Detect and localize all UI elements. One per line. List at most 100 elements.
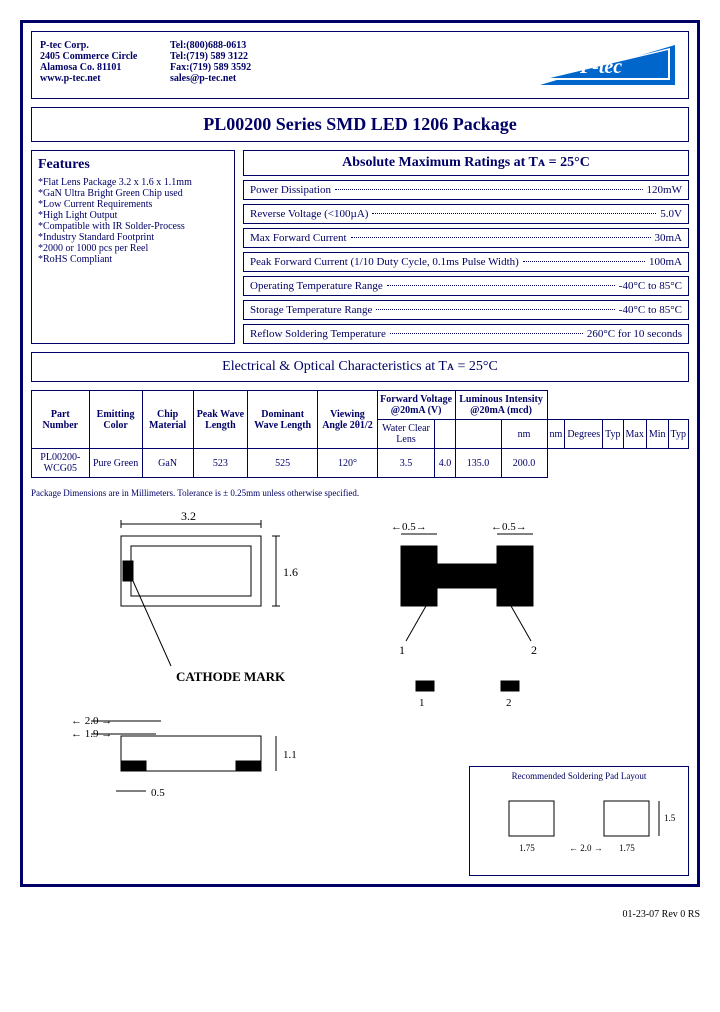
- rating-value: -40°C to 85°C: [619, 304, 682, 316]
- table-header-row: Part Number Emitting Color Chip Material…: [32, 391, 689, 420]
- dim-h: 1.6: [283, 565, 298, 579]
- col-part: Part Number: [32, 391, 90, 449]
- company-name: P-tec Corp.: [40, 40, 170, 51]
- rating-value: 30mA: [655, 232, 683, 244]
- mid-section: Features *Flat Lens Package 3.2 x 1.6 x …: [31, 150, 689, 344]
- cell: GaN: [142, 449, 193, 478]
- cell: Pure Green: [89, 449, 142, 478]
- address-line1: 2405 Commerce Circle: [40, 51, 170, 62]
- pin2: 2: [531, 643, 537, 657]
- feature-item: *RoHS Compliant: [38, 254, 228, 265]
- rating-label: Storage Temperature Range: [250, 304, 372, 316]
- cell: Typ: [603, 420, 623, 449]
- tel2: Tel:(719) 589 3122: [170, 51, 310, 62]
- rating-row: Reflow Soldering Temperature 260°C for 10…: [243, 324, 689, 344]
- dot-leader: [372, 213, 656, 214]
- cell: 523: [193, 449, 247, 478]
- dot-leader: [351, 237, 651, 238]
- page-title: PL00200 Series SMD LED 1206 Package: [31, 107, 689, 142]
- dot-leader: [387, 285, 615, 286]
- logo: P-tec: [520, 40, 680, 90]
- col-dom: Dominant Wave Length: [248, 391, 318, 449]
- cell: 200.0: [501, 449, 547, 478]
- dim-botd: 1.1: [283, 749, 297, 761]
- cell: nm: [501, 420, 547, 449]
- rating-label: Max Forward Current: [250, 232, 347, 244]
- solder-title: Recommended Soldering Pad Layout: [474, 771, 684, 781]
- cell: 120°: [318, 449, 377, 478]
- ratings-heading: Absolute Maximum Ratings at Tᴀ = 25°C: [243, 150, 689, 176]
- datasheet-page: P-tec Corp. 2405 Commerce Circle Alamosa…: [20, 20, 700, 887]
- rating-row: Power Dissipation120mW: [243, 180, 689, 200]
- feature-item: *Compatible with IR Solder-Process: [38, 221, 228, 232]
- email: sales@p-tec.net: [170, 73, 310, 84]
- pin1b: 1: [419, 697, 425, 709]
- svg-text:P-tec: P-tec: [579, 56, 622, 78]
- dot-leader: [376, 309, 614, 310]
- col-chip: Chip Material: [142, 391, 193, 449]
- cell: nm: [547, 420, 565, 449]
- contact-info: Tel:(800)688-0613 Tel:(719) 589 3122 Fax…: [170, 40, 310, 90]
- cell: [435, 420, 455, 449]
- feature-item: *Low Current Requirements: [38, 199, 228, 210]
- dim-bota: ← 2.0 →: [71, 715, 112, 727]
- pin2b: 2: [506, 697, 512, 709]
- cell: [455, 420, 501, 449]
- table-data-row: PL00200-WCG05 Pure Green GaN 523 525 120…: [32, 449, 689, 478]
- col-lum: Luminous Intensity @20mA (mcd): [455, 391, 547, 420]
- cell: Water Clear Lens: [377, 420, 435, 449]
- website: www.p-tec.net: [40, 73, 170, 84]
- rating-row: Reverse Voltage (<100µA) 5.0V: [243, 204, 689, 224]
- elec-heading: Electrical & Optical Characteristics at …: [31, 352, 689, 382]
- dot-leader: [523, 261, 645, 262]
- col-color: Emitting Color: [89, 391, 142, 449]
- rating-label: Reflow Soldering Temperature: [250, 328, 386, 340]
- dim-botc: 0.5: [151, 787, 165, 799]
- cathode-label: CATHODE MARK: [176, 669, 286, 684]
- page-footer: 01-23-07 Rev 0 RS: [0, 907, 720, 930]
- cell: Degrees: [565, 420, 603, 449]
- features-box: Features *Flat Lens Package 3.2 x 1.6 x …: [31, 150, 235, 344]
- rating-label: Reverse Voltage (<100µA): [250, 208, 368, 220]
- address-line2: Alamosa Co. 81101: [40, 62, 170, 73]
- tel1: Tel:(800)688-0613: [170, 40, 310, 51]
- solder-c: 1.75: [619, 843, 635, 853]
- dim-padw: ←0.5→: [391, 521, 427, 533]
- feature-item: *GaN Ultra Bright Green Chip used: [38, 188, 228, 199]
- col-fwd: Forward Voltage @20mA (V): [377, 391, 455, 420]
- ratings-box: Absolute Maximum Ratings at Tᴀ = 25°C Po…: [243, 150, 689, 344]
- company-address: P-tec Corp. 2405 Commerce Circle Alamosa…: [40, 40, 170, 90]
- rating-value: -40°C to 85°C: [619, 280, 682, 292]
- feature-item: *2000 or 1000 pcs per Reel: [38, 243, 228, 254]
- cell: 3.5: [377, 449, 435, 478]
- solder-svg: 1.5 1.75 ← 2.0 → 1.75: [479, 781, 679, 856]
- header-box: P-tec Corp. 2405 Commerce Circle Alamosa…: [31, 31, 689, 99]
- solder-a: 1.75: [519, 843, 535, 853]
- rating-label: Operating Temperature Range: [250, 280, 383, 292]
- rating-row: Peak Forward Current (1/10 Duty Cycle, 0…: [243, 252, 689, 272]
- ptec-logo-icon: P-tec: [520, 40, 680, 90]
- rating-label: Power Dissipation: [250, 184, 331, 196]
- cell: Typ: [668, 420, 688, 449]
- rating-value: 260°C for 10 seconds: [587, 328, 682, 340]
- feature-item: *Flat Lens Package 3.2 x 1.6 x 1.1mm: [38, 177, 228, 188]
- cell: Min: [646, 420, 668, 449]
- dot-leader: [390, 333, 583, 334]
- rating-row: Max Forward Current 30mA: [243, 228, 689, 248]
- package-diagram: 3.2 1.6 CATHODE MARK ←0.5→ ←0.5→ 1 2: [31, 506, 689, 876]
- dot-leader: [335, 189, 643, 190]
- dim-botb: ← 1.9 →: [71, 728, 112, 740]
- fax: Fax:(719) 589 3592: [170, 62, 310, 73]
- cell: 4.0: [435, 449, 455, 478]
- features-heading: Features: [38, 157, 228, 173]
- spec-table: Part Number Emitting Color Chip Material…: [31, 390, 689, 478]
- cell: PL00200-WCG05: [32, 449, 90, 478]
- solder-h: 1.5: [664, 813, 676, 823]
- rating-value: 5.0V: [660, 208, 682, 220]
- col-peak: Peak Wave Length: [193, 391, 247, 449]
- dim-padw2: ←0.5→: [491, 521, 527, 533]
- rating-row: Storage Temperature Range -40°C to 85°C: [243, 300, 689, 320]
- cell: Max: [623, 420, 646, 449]
- col-angle: Viewing Angle 2θ1/2: [318, 391, 377, 449]
- pin1: 1: [399, 643, 405, 657]
